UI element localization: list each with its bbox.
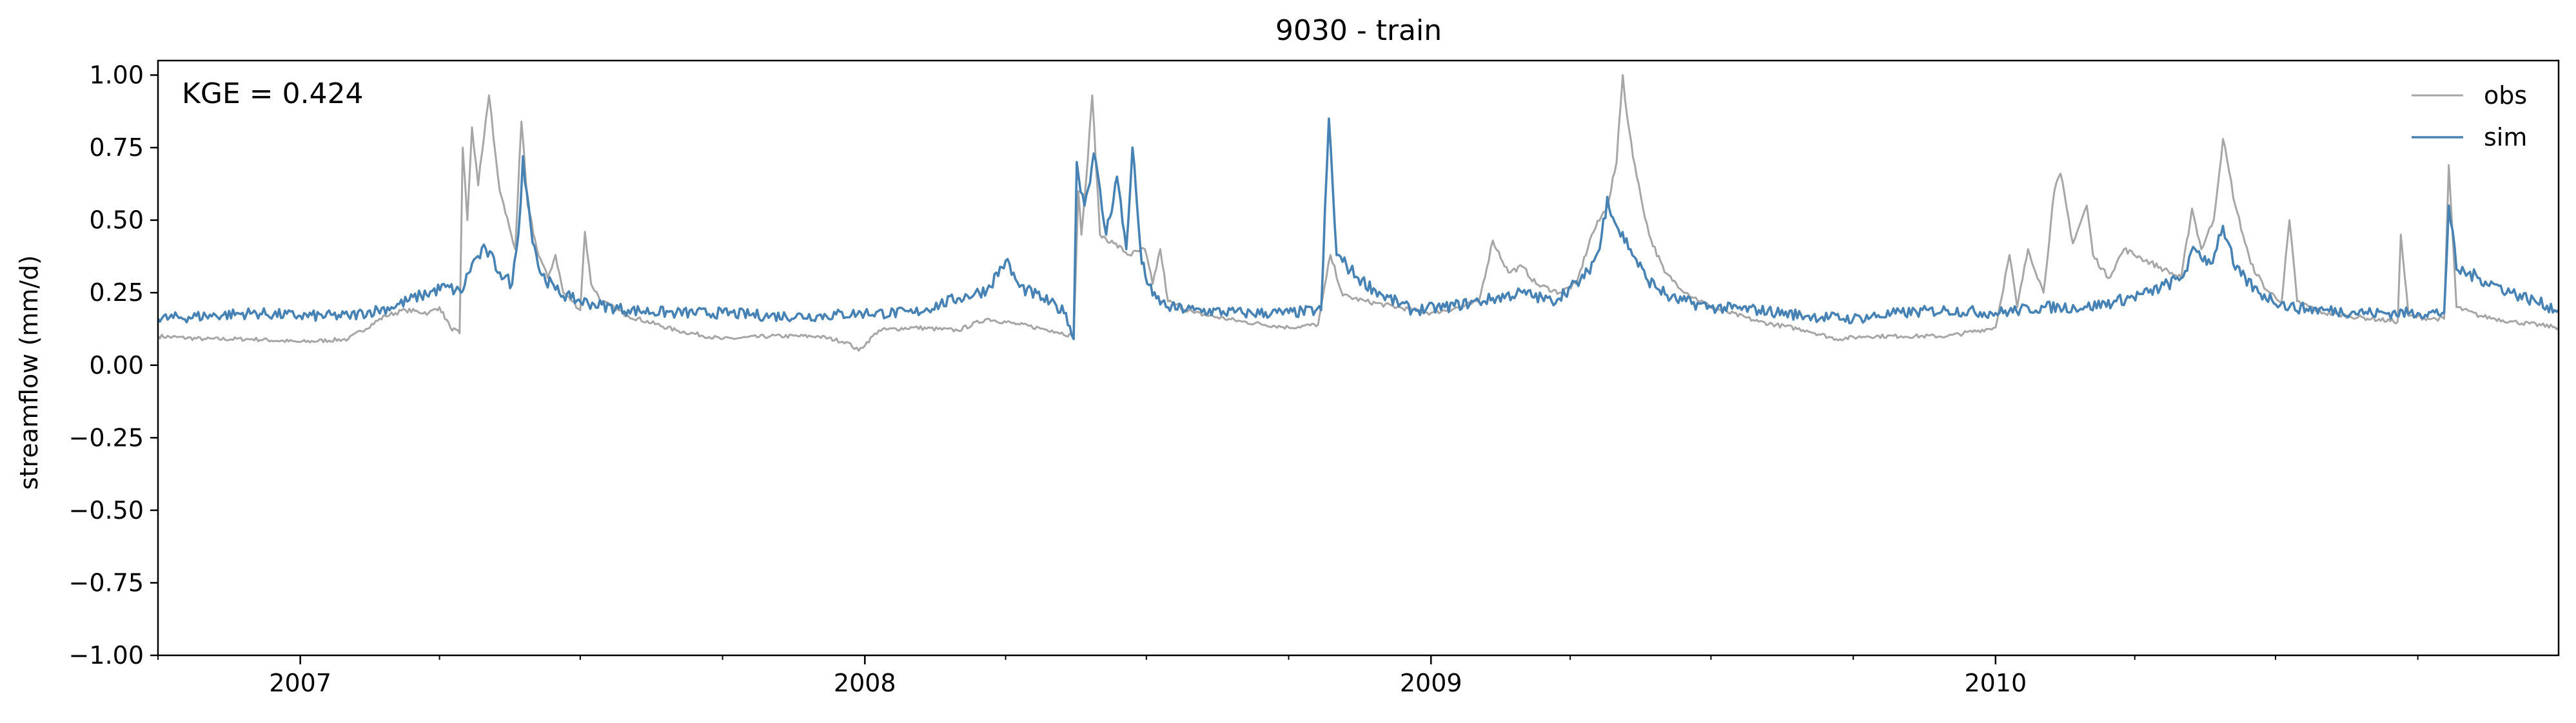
plot-area-frame (157, 59, 2560, 657)
x-tick-label: 2007 (269, 669, 331, 697)
x-tick-label: 2009 (1400, 669, 1462, 697)
x-tick-label: 2008 (834, 669, 896, 697)
y-tick-label: 0.25 (89, 278, 144, 307)
y-tick-label: −1.00 (69, 641, 144, 670)
y-tick-label: 0.50 (89, 206, 144, 235)
series-line-sim (157, 117, 2560, 340)
y-tick-label: −0.50 (69, 496, 144, 525)
x-tick-label: 2010 (1964, 669, 2027, 697)
y-tick-label: 1.00 (89, 61, 144, 90)
legend-label-sim: sim (2484, 123, 2527, 151)
chart-title: 9030 - train (1275, 14, 1442, 47)
y-tick-label: −0.25 (69, 423, 144, 452)
y-tick-label: −0.75 (69, 568, 144, 597)
series-group (157, 74, 2560, 352)
x-ticks: 2007 2008 2009 2010 (157, 655, 2419, 697)
legend: obs sim (2412, 81, 2527, 151)
y-tick-label: 0.75 (89, 133, 144, 162)
kge-annotation: KGE = 0.424 (182, 77, 364, 110)
series-line-obs (157, 74, 2560, 352)
y-ticks: 1.00 0.75 0.50 0.25 0.00 −0.25 −0.50 −0.75 −1.00 (69, 61, 158, 670)
legend-label-obs: obs (2484, 81, 2527, 110)
y-axis-label: streamflow (mm/d) (15, 255, 43, 490)
y-tick-label: 0.00 (89, 351, 144, 380)
